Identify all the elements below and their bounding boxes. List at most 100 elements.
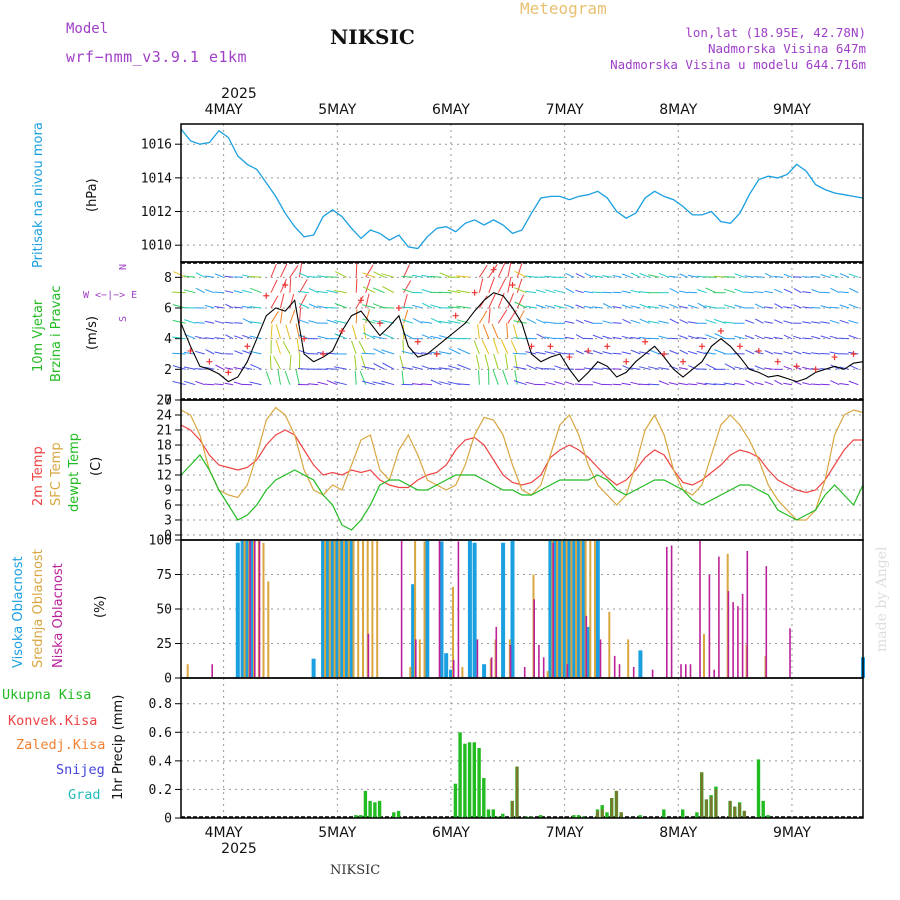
wind-vector [783, 306, 793, 309]
mid-cloud-bar [186, 664, 189, 678]
conv-precip-bar [620, 812, 623, 818]
wind-vector [249, 321, 262, 324]
wind-vector [774, 380, 783, 386]
high-cloud-bar [586, 626, 591, 678]
wind-vector [241, 289, 253, 294]
day-label-bottom: 8MAY [659, 825, 697, 841]
wind-panel: 0 2 4 6 8 [164, 261, 864, 409]
wind-vector [839, 319, 849, 324]
wind-vector [639, 351, 651, 355]
wind-vector [475, 354, 480, 370]
total-precip-bar [467, 742, 472, 818]
wind-vector [381, 349, 395, 355]
gust-marker [812, 366, 819, 373]
y-tick-label: 6 [164, 499, 172, 514]
total-precip-bar [638, 815, 642, 818]
wind-vector [493, 353, 499, 370]
wind-vector [811, 321, 821, 324]
wind-vector [297, 368, 309, 370]
wind-vector [744, 291, 755, 294]
high-cloud-bar [325, 540, 330, 678]
wind-vector [308, 383, 319, 386]
wind-vector [839, 383, 849, 386]
wind-vector [669, 287, 679, 294]
wind-vector [602, 303, 613, 309]
day-label-bottom: 4MAY [205, 825, 243, 841]
wind-vector [172, 336, 186, 340]
low-cloud-bar [685, 664, 687, 678]
cloud-unit: (%) [93, 596, 108, 619]
wind-ylabel-2: Brzina i Pravac [49, 285, 64, 382]
wind-vector [514, 354, 518, 370]
cloud-panel: 0 25 50 75 100 [149, 534, 865, 687]
mid-cloud-bar [703, 633, 705, 678]
wind-vector [839, 291, 849, 294]
wind-vector [713, 318, 726, 324]
wind-vector [723, 304, 736, 309]
temperature-frame [180, 399, 864, 541]
wind-vector [544, 336, 556, 340]
high-cloud-bar [235, 542, 240, 678]
wind-vector [224, 290, 234, 294]
wind-vector [249, 276, 262, 278]
mid-cloud-bar [243, 540, 246, 678]
low-cloud-bar [490, 657, 493, 678]
high-cloud-bar [501, 542, 506, 678]
gust-marker [206, 358, 213, 365]
wind-vector [334, 302, 347, 309]
mid-cloud-bar [565, 540, 568, 678]
wind-vector [704, 352, 717, 355]
wind-vector [373, 271, 385, 278]
wind-vector [630, 272, 641, 278]
wind-vector [612, 306, 622, 309]
wind-vector [592, 350, 603, 355]
wind-vector [793, 380, 802, 386]
wind-vector [204, 320, 215, 324]
wind-vector [679, 349, 689, 355]
wind-vector [621, 290, 631, 294]
day-label-top: 4MAY [205, 102, 243, 118]
gust-marker [793, 363, 800, 370]
high-cloud-bar [335, 540, 340, 678]
wind-vector [401, 306, 414, 309]
wind-vector [535, 367, 546, 370]
mid-cloud-bar [594, 540, 596, 678]
compass-legend: N W <−|−> E S [83, 264, 137, 322]
y-tick-label: 2 [164, 363, 172, 378]
wind-vectors [172, 261, 859, 386]
sfc-ylabel: SFC Temp [49, 442, 64, 506]
wind-vector [687, 350, 698, 355]
wind-vector [317, 305, 328, 309]
model-name: wrf−nmm_v3.9.1 e1km [66, 48, 247, 66]
precip-axis-label: 1hr Precip (mm) [111, 695, 126, 800]
total-precip-bar [359, 815, 363, 818]
top-day-axis: 4MAY 5MAY 6MAY 7MAY 8MAY 9MAY [205, 102, 812, 118]
low-cloud-bar [727, 591, 730, 678]
wind-vector [478, 278, 484, 293]
wind-vector [621, 304, 632, 309]
y-tick-label: 100 [149, 534, 172, 549]
wind-vector [733, 353, 745, 355]
mid-cloud-bar [627, 639, 630, 678]
total-precip-bar [662, 809, 666, 818]
high-cloud-bar [449, 669, 453, 678]
wind-vector [830, 380, 840, 386]
high-cloud-bar [330, 540, 335, 678]
mid-cloud-bar [267, 581, 270, 678]
wind-vector [829, 319, 840, 324]
total-precip-bar [458, 732, 462, 818]
conv-precip-bar [596, 810, 599, 818]
wind-vector [565, 272, 575, 278]
wind-vector [514, 301, 527, 309]
wind-vector [273, 355, 281, 370]
wind-vector [647, 320, 660, 324]
temp-ylabel: 2m Temp [31, 446, 46, 506]
total-precip-bar [486, 809, 491, 818]
low-cloud-bar [699, 540, 701, 678]
wind-vector [269, 355, 272, 370]
total-precip-bar [605, 812, 609, 818]
wind-vector [773, 275, 783, 278]
wind-vector [820, 335, 830, 340]
wind-vector [194, 335, 205, 340]
wind-vector [512, 324, 518, 339]
